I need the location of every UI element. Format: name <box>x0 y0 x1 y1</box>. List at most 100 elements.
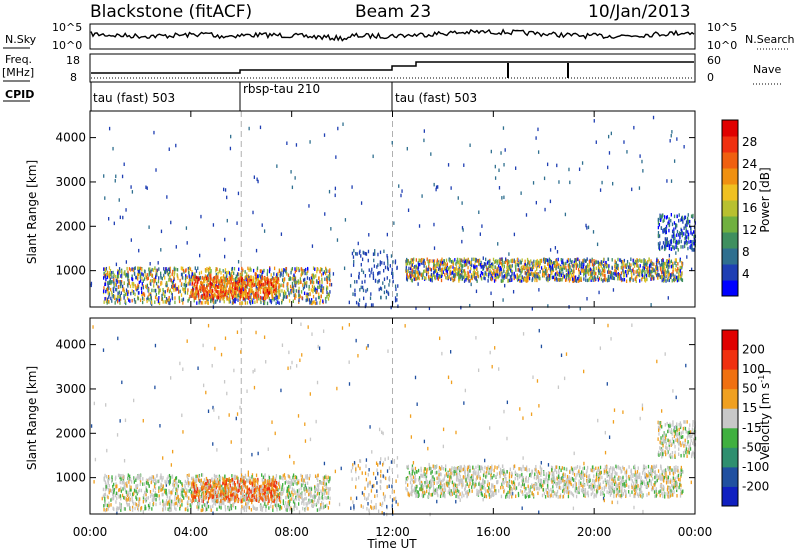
scatter-point <box>315 487 318 492</box>
scatter-point <box>313 280 315 285</box>
scatter-point <box>496 274 498 279</box>
scatter-point <box>128 278 130 283</box>
scatter-point <box>208 293 211 297</box>
scatter-point <box>681 230 683 235</box>
scatter-point <box>481 263 483 267</box>
scatter-point <box>499 260 501 265</box>
scatter-point <box>537 127 539 132</box>
scatter-point <box>595 260 597 264</box>
scatter-point <box>490 270 493 275</box>
scatter-point <box>397 284 399 288</box>
scatter-point <box>142 499 145 504</box>
scatter-point <box>473 264 475 268</box>
scatter-point <box>530 267 532 272</box>
scatter-point <box>259 273 261 278</box>
scatter-point <box>679 269 682 273</box>
scatter-point <box>230 286 232 291</box>
scatter-point <box>254 293 257 297</box>
scatter-point <box>265 295 267 300</box>
scatter-point <box>154 491 157 495</box>
scatter-point <box>292 299 295 304</box>
scatter-point <box>379 286 382 291</box>
scatter-point <box>637 259 639 263</box>
scatter-point <box>311 244 314 248</box>
scatter-point <box>686 216 689 221</box>
scatter-point <box>216 280 218 285</box>
scatter-point <box>234 286 236 291</box>
scatter-point <box>252 489 254 494</box>
scatter-point <box>106 273 109 277</box>
scatter-point <box>294 275 296 279</box>
scatter-point <box>240 350 242 354</box>
scatter-point <box>514 264 517 268</box>
scatter-point <box>365 252 368 256</box>
scatter-point <box>390 305 392 310</box>
scatter-point <box>264 280 266 284</box>
scatter-point <box>207 323 210 328</box>
scatter-point <box>582 267 584 271</box>
scatter-point <box>415 270 417 275</box>
scatter-point <box>142 418 144 423</box>
scatter-point <box>142 510 145 514</box>
scatter-point <box>126 290 128 294</box>
scatter-point <box>664 277 666 282</box>
scatter-point <box>356 252 358 256</box>
scatter-point <box>354 280 356 284</box>
scatter-point <box>200 294 203 299</box>
scatter-point <box>367 343 369 348</box>
scatter-point <box>294 267 296 271</box>
scatter-point <box>568 277 570 281</box>
scatter-point <box>239 405 241 410</box>
scatter-point <box>441 257 443 262</box>
scatter-point <box>471 257 473 262</box>
scatter-point <box>396 265 398 270</box>
scatter-point <box>173 478 176 483</box>
scatter-point <box>273 289 275 294</box>
scatter-point <box>289 365 292 370</box>
scatter-point <box>294 176 296 180</box>
scatter-point <box>463 272 465 276</box>
scatter-point <box>108 266 111 270</box>
scatter-point <box>238 286 240 290</box>
scatter-point <box>301 271 303 276</box>
scatter-point <box>360 201 363 205</box>
scatter-point <box>211 289 213 294</box>
scatter-point <box>526 279 528 283</box>
scatter-point <box>416 276 418 281</box>
scatter-point <box>503 163 505 167</box>
scatter-point <box>671 229 674 234</box>
scatter-point <box>322 287 324 292</box>
scatter-point <box>628 262 631 266</box>
scatter-point <box>120 275 123 279</box>
scatter-point <box>646 263 648 267</box>
scatter-point <box>445 263 447 268</box>
scatter-point <box>577 279 579 283</box>
scatter-point <box>119 480 121 485</box>
scatter-point <box>525 213 528 217</box>
scatter-point <box>201 287 203 291</box>
scatter-point <box>206 291 209 295</box>
scatter-point <box>490 265 493 269</box>
scatter-point <box>171 285 174 290</box>
scatter-point <box>245 289 247 294</box>
scatter-point <box>606 382 608 386</box>
scatter-point <box>470 282 472 287</box>
scatter-point <box>543 257 545 262</box>
scatter-point <box>536 262 539 267</box>
scatter-point <box>644 269 646 274</box>
scatter-point <box>129 299 131 303</box>
scatter-point <box>380 295 382 300</box>
scatter-point <box>664 244 666 249</box>
scatter-point <box>616 273 618 277</box>
scatter-point <box>679 258 681 263</box>
scatter-point <box>123 296 125 300</box>
scatter-point <box>549 258 552 263</box>
scatter-point <box>526 267 528 271</box>
scatter-point <box>549 265 552 269</box>
scatter-point <box>168 473 171 478</box>
scatter-point <box>294 504 296 509</box>
scatter-point <box>149 501 151 506</box>
scatter-point <box>284 504 286 508</box>
scatter-point <box>547 258 549 263</box>
scatter-point <box>198 474 200 478</box>
